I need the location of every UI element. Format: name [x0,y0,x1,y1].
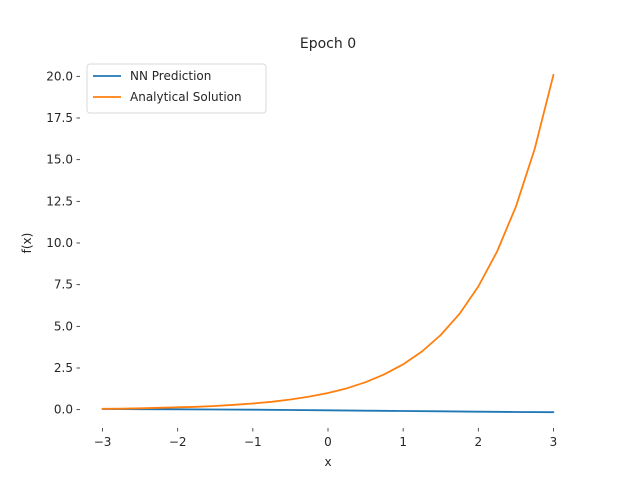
plot-area [101,73,555,414]
legend-frame [86,63,267,114]
x-tick-label-5: 2 [474,435,482,449]
y-axis-label: f(x) [20,233,34,254]
legend: NN Prediction Analytical Solution [86,63,267,114]
y-tick-label-8: 20.0 [46,69,73,83]
y-tick-label-6: 15.0 [46,153,73,167]
y-tick-label-4: 10.0 [46,236,73,250]
y-tick-label-5: 12.5 [46,194,73,208]
x-tick-label-4: 1 [399,435,407,449]
y-axis-ticks: 0.0 2.5 5.0 7.5 10.0 12.5 15.0 17.5 20.0 [46,69,80,417]
y-tick-label-0: 0.0 [54,403,73,417]
series-line-0 [101,408,555,414]
x-axis-label: x [324,455,331,469]
legend-label-0: NN Prediction [130,69,211,83]
y-tick-label-7: 17.5 [46,111,73,125]
series-line-1 [101,73,555,410]
legend-label-1: Analytical Solution [130,90,242,104]
chart-title: Epoch 0 [300,36,356,52]
x-tick-label-1: −2 [169,435,187,449]
x-tick-label-2: −1 [244,435,262,449]
x-axis-ticks: −3 −2 −1 0 1 2 3 [94,428,558,449]
x-tick-label-0: −3 [94,435,112,449]
x-tick-label-6: 3 [550,435,558,449]
y-tick-label-1: 2.5 [54,361,73,375]
x-tick-label-3: 0 [324,435,332,449]
y-tick-label-3: 7.5 [54,278,73,292]
y-tick-label-2: 5.0 [54,319,73,333]
